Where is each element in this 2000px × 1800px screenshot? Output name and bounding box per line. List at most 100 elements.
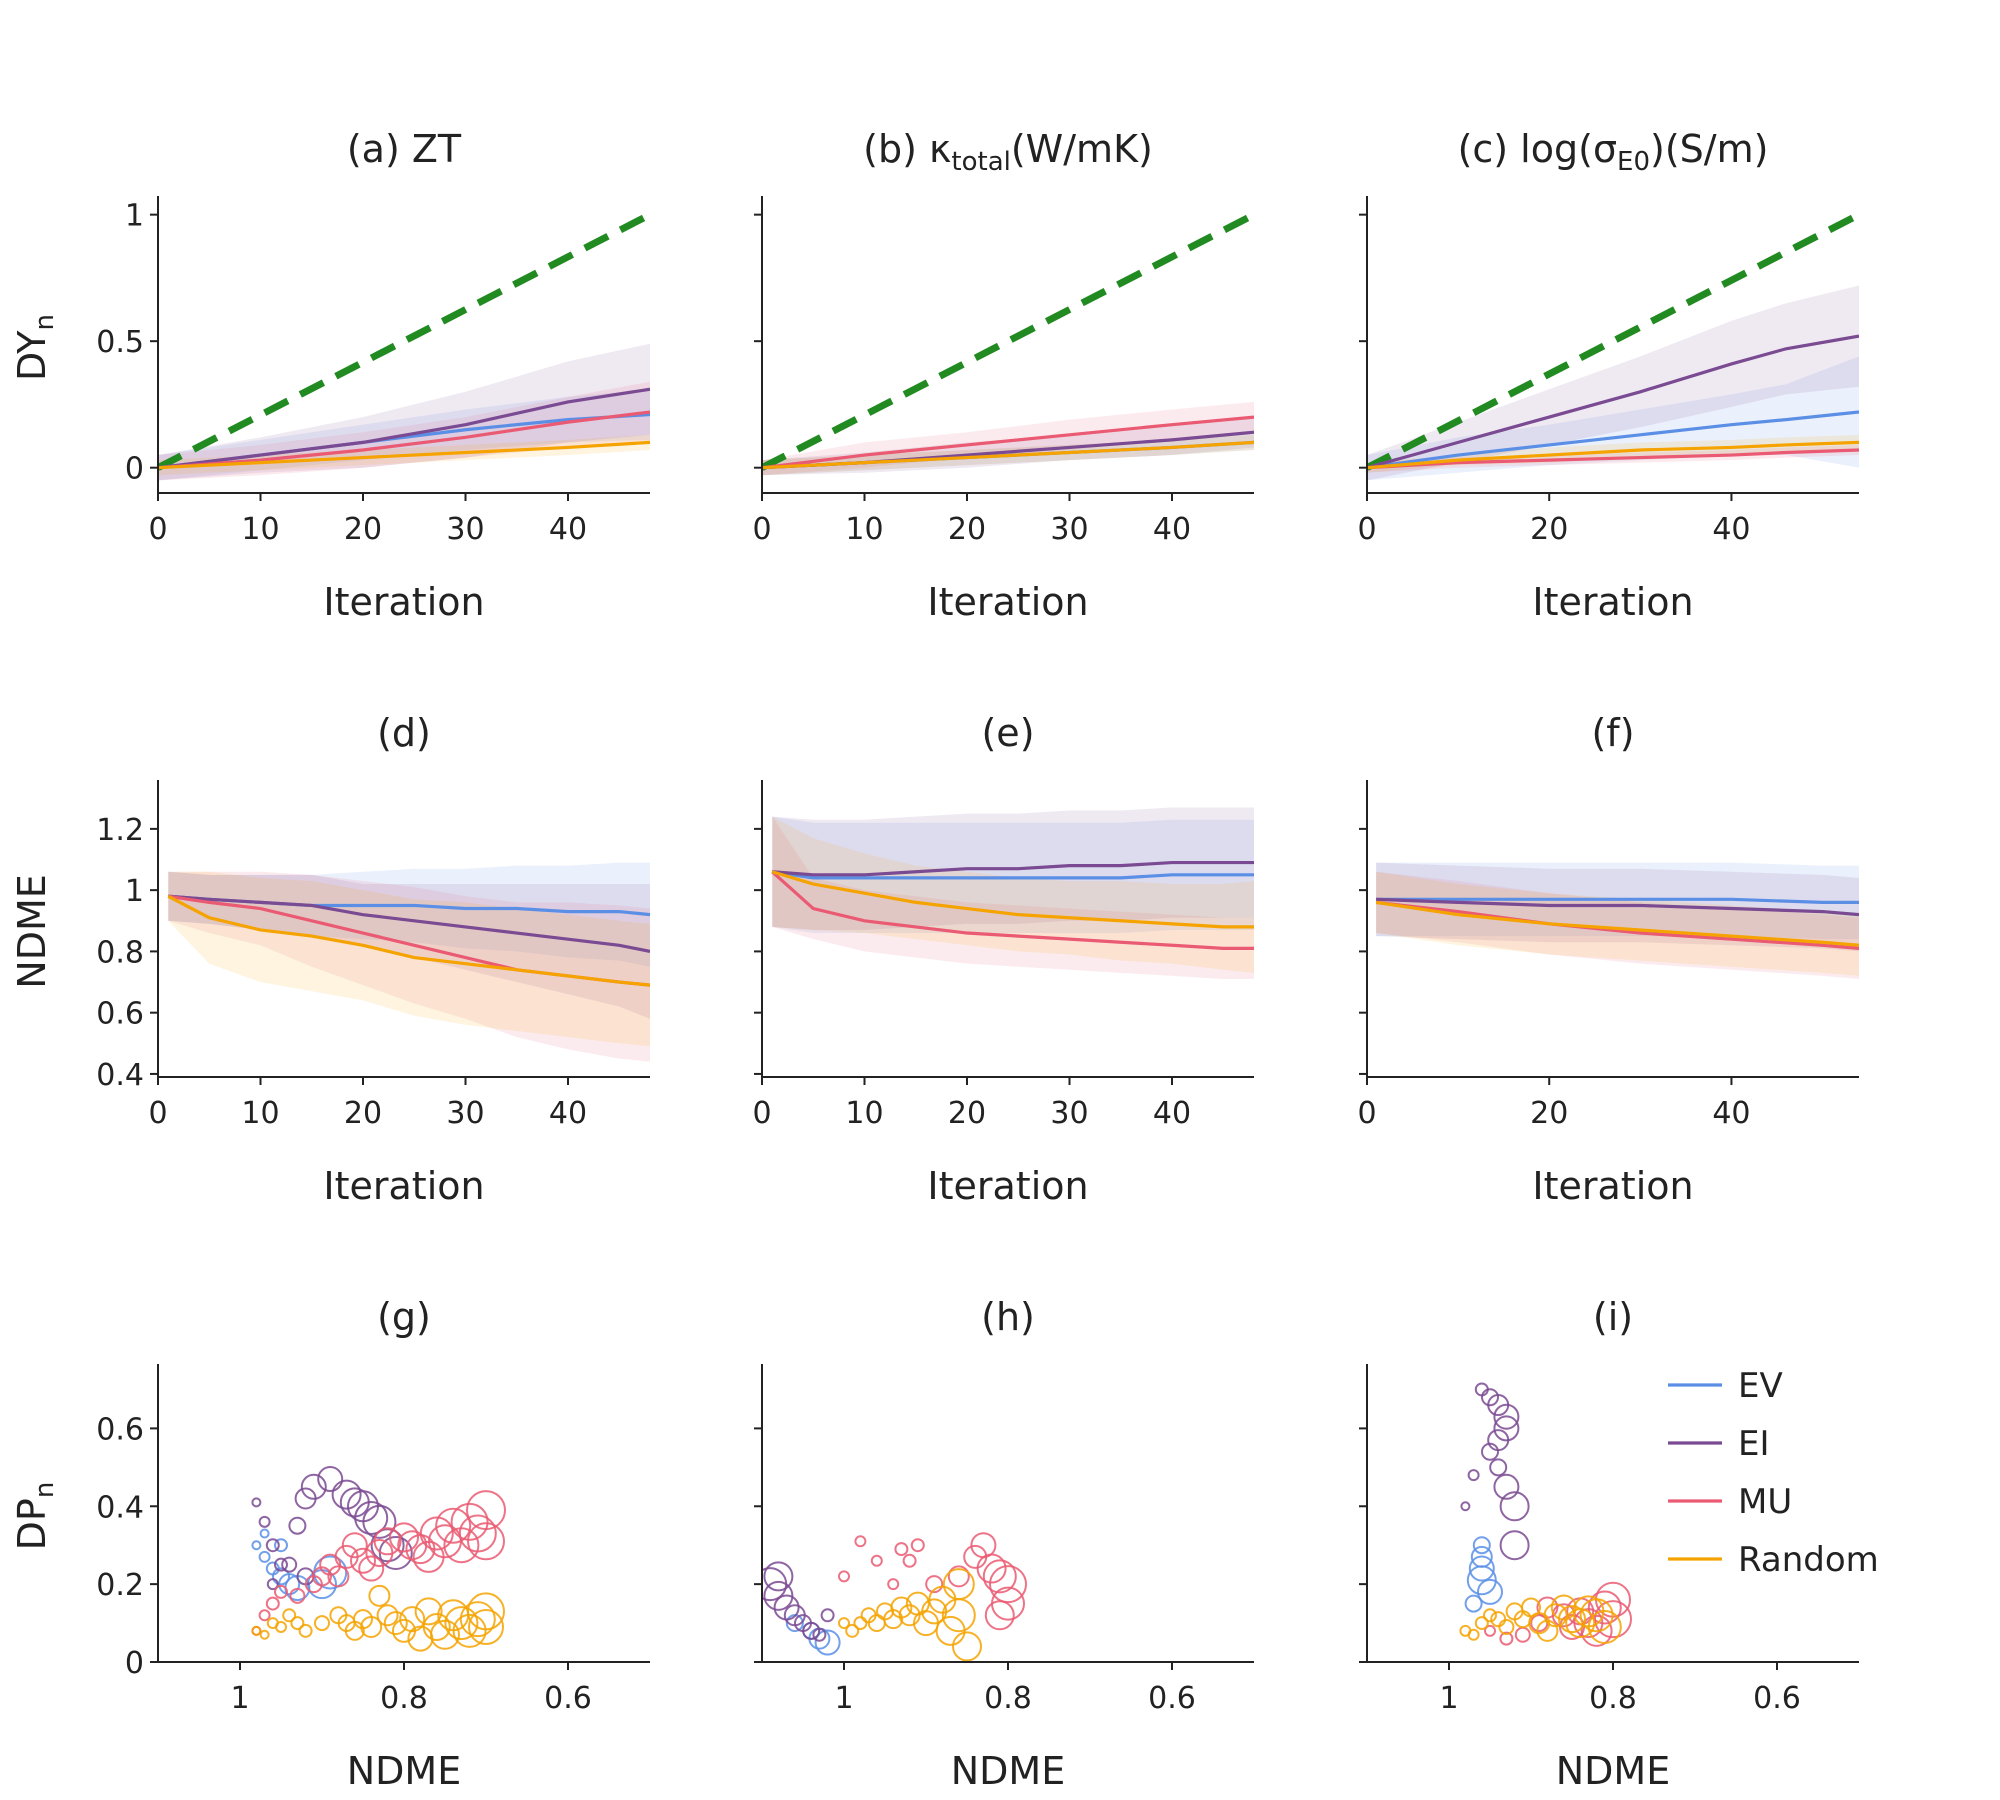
line-mu [1375,900,1859,950]
x-tick-label: 40 [1153,512,1191,547]
x-tick-label: 10 [241,512,279,547]
point-random [941,1598,976,1633]
point-random [853,1616,868,1631]
x-tick-label: 0.8 [1589,1681,1637,1716]
x-tick-label: 0 [752,1096,771,1131]
y-tick-label: 0.4 [96,1058,144,1093]
point-random [360,1615,383,1638]
point-ei [1499,1530,1530,1561]
point-random [452,1613,487,1648]
point-ei [1489,1458,1508,1477]
x-tick-label: 30 [1050,512,1088,547]
point-mu [1580,1614,1613,1647]
point-mu [894,1542,909,1557]
point-mu [902,1553,917,1568]
x-tick-label: 1 [1439,1681,1458,1716]
x-tick-label: 40 [1712,512,1750,547]
plot-area [167,862,650,1062]
panel-title: (c) log(σE0)(S/m) [1458,127,1769,177]
point-ei [362,1504,397,1539]
point-mu [1587,1590,1622,1625]
point-random [838,1617,850,1630]
plot-area [762,211,1254,476]
point-ei [1493,1415,1520,1442]
x-tick-label: 10 [845,512,883,547]
point-ev [1464,1594,1483,1613]
point-ev [274,1538,288,1553]
line-random [1367,440,1859,470]
point-mu [265,1596,280,1611]
point-ei [281,1556,298,1573]
x-tick-label: 0.8 [984,1681,1032,1716]
point-random [298,1623,313,1638]
point-mu [289,1587,306,1604]
band-mu [158,381,650,481]
legend-label-ev: EV [1738,1366,1783,1406]
point-mu [327,1565,350,1588]
y-tick-label: 0.6 [96,1412,144,1447]
point-ei [820,1608,835,1623]
point-ev [258,1550,271,1563]
y-tick-label: 0.2 [96,1568,144,1603]
point-random [422,1612,451,1641]
panel-c: (c) log(σE0)(S/m) 0 20 40 Iteration [1357,127,1859,624]
x-axis-label: NDME [347,1749,461,1793]
point-ei [378,1535,413,1570]
line-random [1375,900,1859,947]
point-random [383,1611,408,1636]
plot-area [1367,211,1859,481]
point-mu [1499,1631,1514,1646]
x-tick-label: 20 [948,512,986,547]
x-tick-label: 0.8 [380,1681,428,1716]
point-ei [317,1466,344,1493]
point-mu [982,1559,1017,1594]
point-random [1474,1616,1489,1631]
plot-area [762,1532,1027,1662]
plot-area [158,211,650,481]
point-random [467,1592,505,1631]
point-ei [1481,1388,1499,1407]
point-mu [854,1535,867,1548]
band-mu [772,816,1254,979]
x-axis-label: Iteration [927,1164,1088,1208]
point-ei [802,1621,821,1640]
point-random [1579,1598,1614,1633]
point-ei [1467,1469,1480,1482]
point-random [353,1609,373,1630]
point-ei [265,1538,280,1553]
line-ei [1376,897,1859,917]
y-tick-label: 1.2 [96,813,144,848]
line-ei [168,894,650,953]
plot-area [251,1466,506,1652]
point-random [1467,1628,1480,1641]
y-axis-label: DYn [10,314,60,381]
x-tick-label: 40 [549,512,587,547]
point-ei [763,1561,794,1592]
x-tick-label: 1 [834,1681,853,1716]
x-tick-label: 20 [1530,512,1568,547]
point-random [376,1604,399,1627]
point-ei [1493,1403,1520,1430]
band-ev [772,816,1254,934]
band-mu [168,871,650,1062]
point-ei [1481,1442,1499,1461]
x-tick-label: 10 [845,1096,883,1131]
point-ev [1466,1565,1497,1596]
point-mu [458,1514,497,1553]
point-mu [466,1490,506,1531]
line-mu [158,410,650,470]
band-ev [168,862,650,967]
line-mu [762,415,1254,470]
point-mu [870,1554,883,1567]
point-mu [838,1570,850,1583]
panel-title: (i) [1593,1295,1633,1339]
point-random [290,1616,305,1631]
ideal-line [158,211,650,471]
plot-area [1459,1382,1632,1647]
x-axis-label: NDME [951,1749,1065,1793]
point-mu [389,1522,419,1553]
x-axis-label: Iteration [323,580,484,624]
panel-title: (a) ZT [347,127,462,171]
point-mu [350,1547,376,1574]
